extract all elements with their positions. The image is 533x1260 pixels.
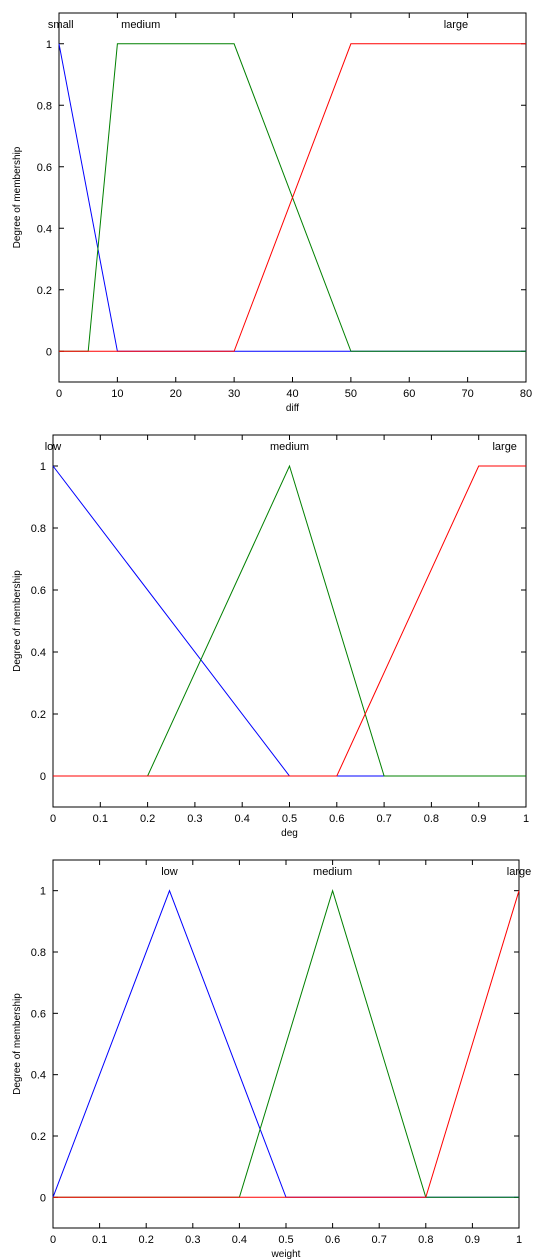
y-axis-label: Degree of membership [12,146,23,248]
series-low-label: low [45,441,62,453]
x-tick-label: 0.2 [139,1234,154,1246]
y-tick-label: 0.6 [37,162,52,174]
x-tick-label: 0.8 [424,813,439,825]
x-tick-label: 60 [403,388,415,400]
y-tick-label: 0.4 [37,223,52,235]
y-tick-label: 1 [46,39,52,51]
plot-area [52,434,527,808]
x-tick-label: 0.6 [329,813,344,825]
y-tick-label: 0.8 [31,947,46,959]
series-small-label: small [48,19,74,31]
y-tick-label: 0.6 [31,585,46,597]
x-tick-label: 0.4 [235,813,250,825]
x-tick-label: 1 [516,1234,522,1246]
chart-2: 0 0.1 0.2 0.3 0.4 0.5 0.6 0.7 0.8 0.9 1 0 0.2 0.4 0.6 0… [12,434,529,839]
y-axis-label: Degree of membership [12,570,23,672]
series-medium-label: medium [270,441,309,453]
x-tick-label: 0.1 [93,813,108,825]
x-tick-label: 30 [228,388,240,400]
y-tick-label: 0 [40,771,46,783]
x-tick-label: 0.5 [282,813,297,825]
x-tick-label: 1 [523,813,529,825]
x-axis-label: diff [286,403,299,414]
y-tick-label: 1 [40,886,46,898]
y-tick-label: 0.4 [31,1070,46,1082]
x-tick-label: 0.9 [471,813,486,825]
y-axis-label: Degree of membership [12,993,23,1095]
x-tick-label: 50 [345,388,357,400]
series-large-label: large [507,866,531,878]
y-tick-label: 0 [40,1192,46,1204]
x-tick-label: 0.4 [232,1234,247,1246]
x-tick-label: 0.9 [465,1234,480,1246]
series-large-line [53,465,526,777]
y-tick-label: 0.4 [31,647,46,659]
y-tick-label: 0.8 [31,523,46,535]
series-medium-label: medium [313,866,352,878]
x-axis-label: deg [281,828,298,839]
series-large-line [53,890,520,1198]
x-tick-label: 70 [462,388,474,400]
x-tick-label: 0 [50,813,56,825]
x-tick-label: 0.2 [140,813,155,825]
x-tick-label: 20 [170,388,182,400]
x-tick-label: 0.3 [187,813,202,825]
chart-1: 0 10 20 30 40 50 60 70 80 0 0.2 0.4 0.6 0.8 1 diff Degre… [12,12,532,414]
chart-3: 0 0.1 0.2 0.3 0.4 0.5 0.6 0.7 0.8 0.9 1 0 0.2 0.4 0.6 0… [12,859,531,1260]
y-tick-label: 0 [46,346,52,358]
series-large-label: large [444,19,468,31]
x-tick-label: 0.1 [92,1234,107,1246]
x-tick-label: 40 [286,388,298,400]
x-tick-label: 0.5 [278,1234,293,1246]
x-axis-label: weight [271,1249,301,1260]
x-tick-label: 0.3 [185,1234,200,1246]
series-medium-label: medium [121,19,160,31]
series-large-line [59,43,526,352]
y-tick-label: 0.8 [37,100,52,112]
series-low-label: low [161,866,178,878]
y-tick-label: 0.2 [37,285,52,297]
x-tick-label: 0.8 [418,1234,433,1246]
x-tick-label: 0.7 [376,813,391,825]
y-tick-label: 1 [40,461,46,473]
x-tick-label: 0 [50,1234,56,1246]
x-tick-label: 10 [111,388,123,400]
series-large-label: large [492,441,516,453]
x-tick-label: 0 [56,388,62,400]
y-tick-label: 0.2 [31,709,46,721]
y-tick-label: 0.2 [31,1131,46,1143]
x-tick-label: 80 [520,388,532,400]
y-tick-label: 0.6 [31,1008,46,1020]
x-tick-label: 0.7 [372,1234,387,1246]
x-tick-label: 0.6 [325,1234,340,1246]
